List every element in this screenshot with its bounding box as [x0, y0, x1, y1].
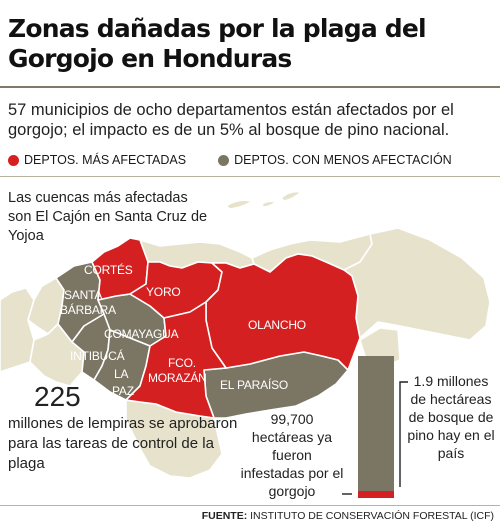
bay-islands [261, 200, 277, 208]
forest-total-text: 1.9 millones de hectáreas de bosque de p… [407, 373, 495, 461]
legend-divider [0, 176, 500, 177]
legend-label-most-affected: DEPTOS. MÁS AFECTADAS [24, 153, 187, 167]
label-yoro: YORO [146, 285, 181, 299]
label-santa-barbara-line2: BÁRBARA [60, 303, 116, 317]
legend-item-less-affected: DEPTOS. CON MENOS AFECTACIÓN [218, 153, 452, 167]
page-title: Zonas dañadas por la plaga del Gorgojo e… [8, 14, 427, 73]
honduras-map [0, 190, 491, 498]
title-divider [0, 86, 500, 88]
legend: DEPTOS. MÁS AFECTADAS DEPTOS. CON MENOS … [8, 151, 484, 169]
total-bar-leader-line [399, 381, 408, 487]
source-credit: FUENTE: INSTITUTO DE CONSERVACIÓN FOREST… [202, 510, 494, 522]
bay-islands [280, 190, 302, 202]
legend-item-most-affected: DEPTOS. MÁS AFECTADAS [8, 153, 186, 167]
red-dot-icon [8, 154, 19, 166]
source-label: FUENTE: [201, 510, 248, 522]
budget-text: millones de lempiras se aprobaron para l… [8, 415, 238, 472]
label-intibuca: INTIBUCÁ [70, 349, 125, 363]
source-divider [0, 505, 500, 506]
label-el-paraiso: EL PARAÍSO [220, 378, 289, 392]
forest-total-bar [358, 356, 394, 498]
label-cortes: CORTÉS [84, 263, 133, 277]
label-la-paz-line1: LA [114, 367, 129, 381]
label-olancho: OLANCHO [248, 318, 306, 332]
watershed-note: Las cuencas más afectadas son El Cajón e… [8, 190, 208, 244]
label-comayagua: COMAYAGUA [104, 327, 179, 341]
label-fco-morazan-line1: FCO. [168, 356, 196, 370]
subtitle: 57 municipios de ocho departamentos está… [8, 101, 454, 139]
label-santa-barbara-line1: SANTA [64, 288, 103, 302]
dept-francisco-morazan [125, 301, 227, 419]
gray-dot-icon [218, 154, 230, 166]
bay-islands [225, 199, 253, 210]
dept-olancho [205, 253, 361, 371]
budget-amount: 225 [34, 381, 81, 412]
label-fco-morazan-line2: MORAZÁN [148, 371, 207, 385]
forest-infested-bar [358, 491, 394, 498]
label-la-paz-line2: PAZ [112, 384, 134, 398]
legend-label-less-affected: DEPTOS. CON MENOS AFECTACIÓN [234, 153, 452, 167]
neighbour-land [0, 287, 35, 373]
source-text: INSTITUTO DE CONSERVACIÓN FORESTAL (ICF) [250, 510, 494, 522]
forest-infested-text: 99,700 hectáreas ya fueron infestadas po… [240, 411, 344, 499]
